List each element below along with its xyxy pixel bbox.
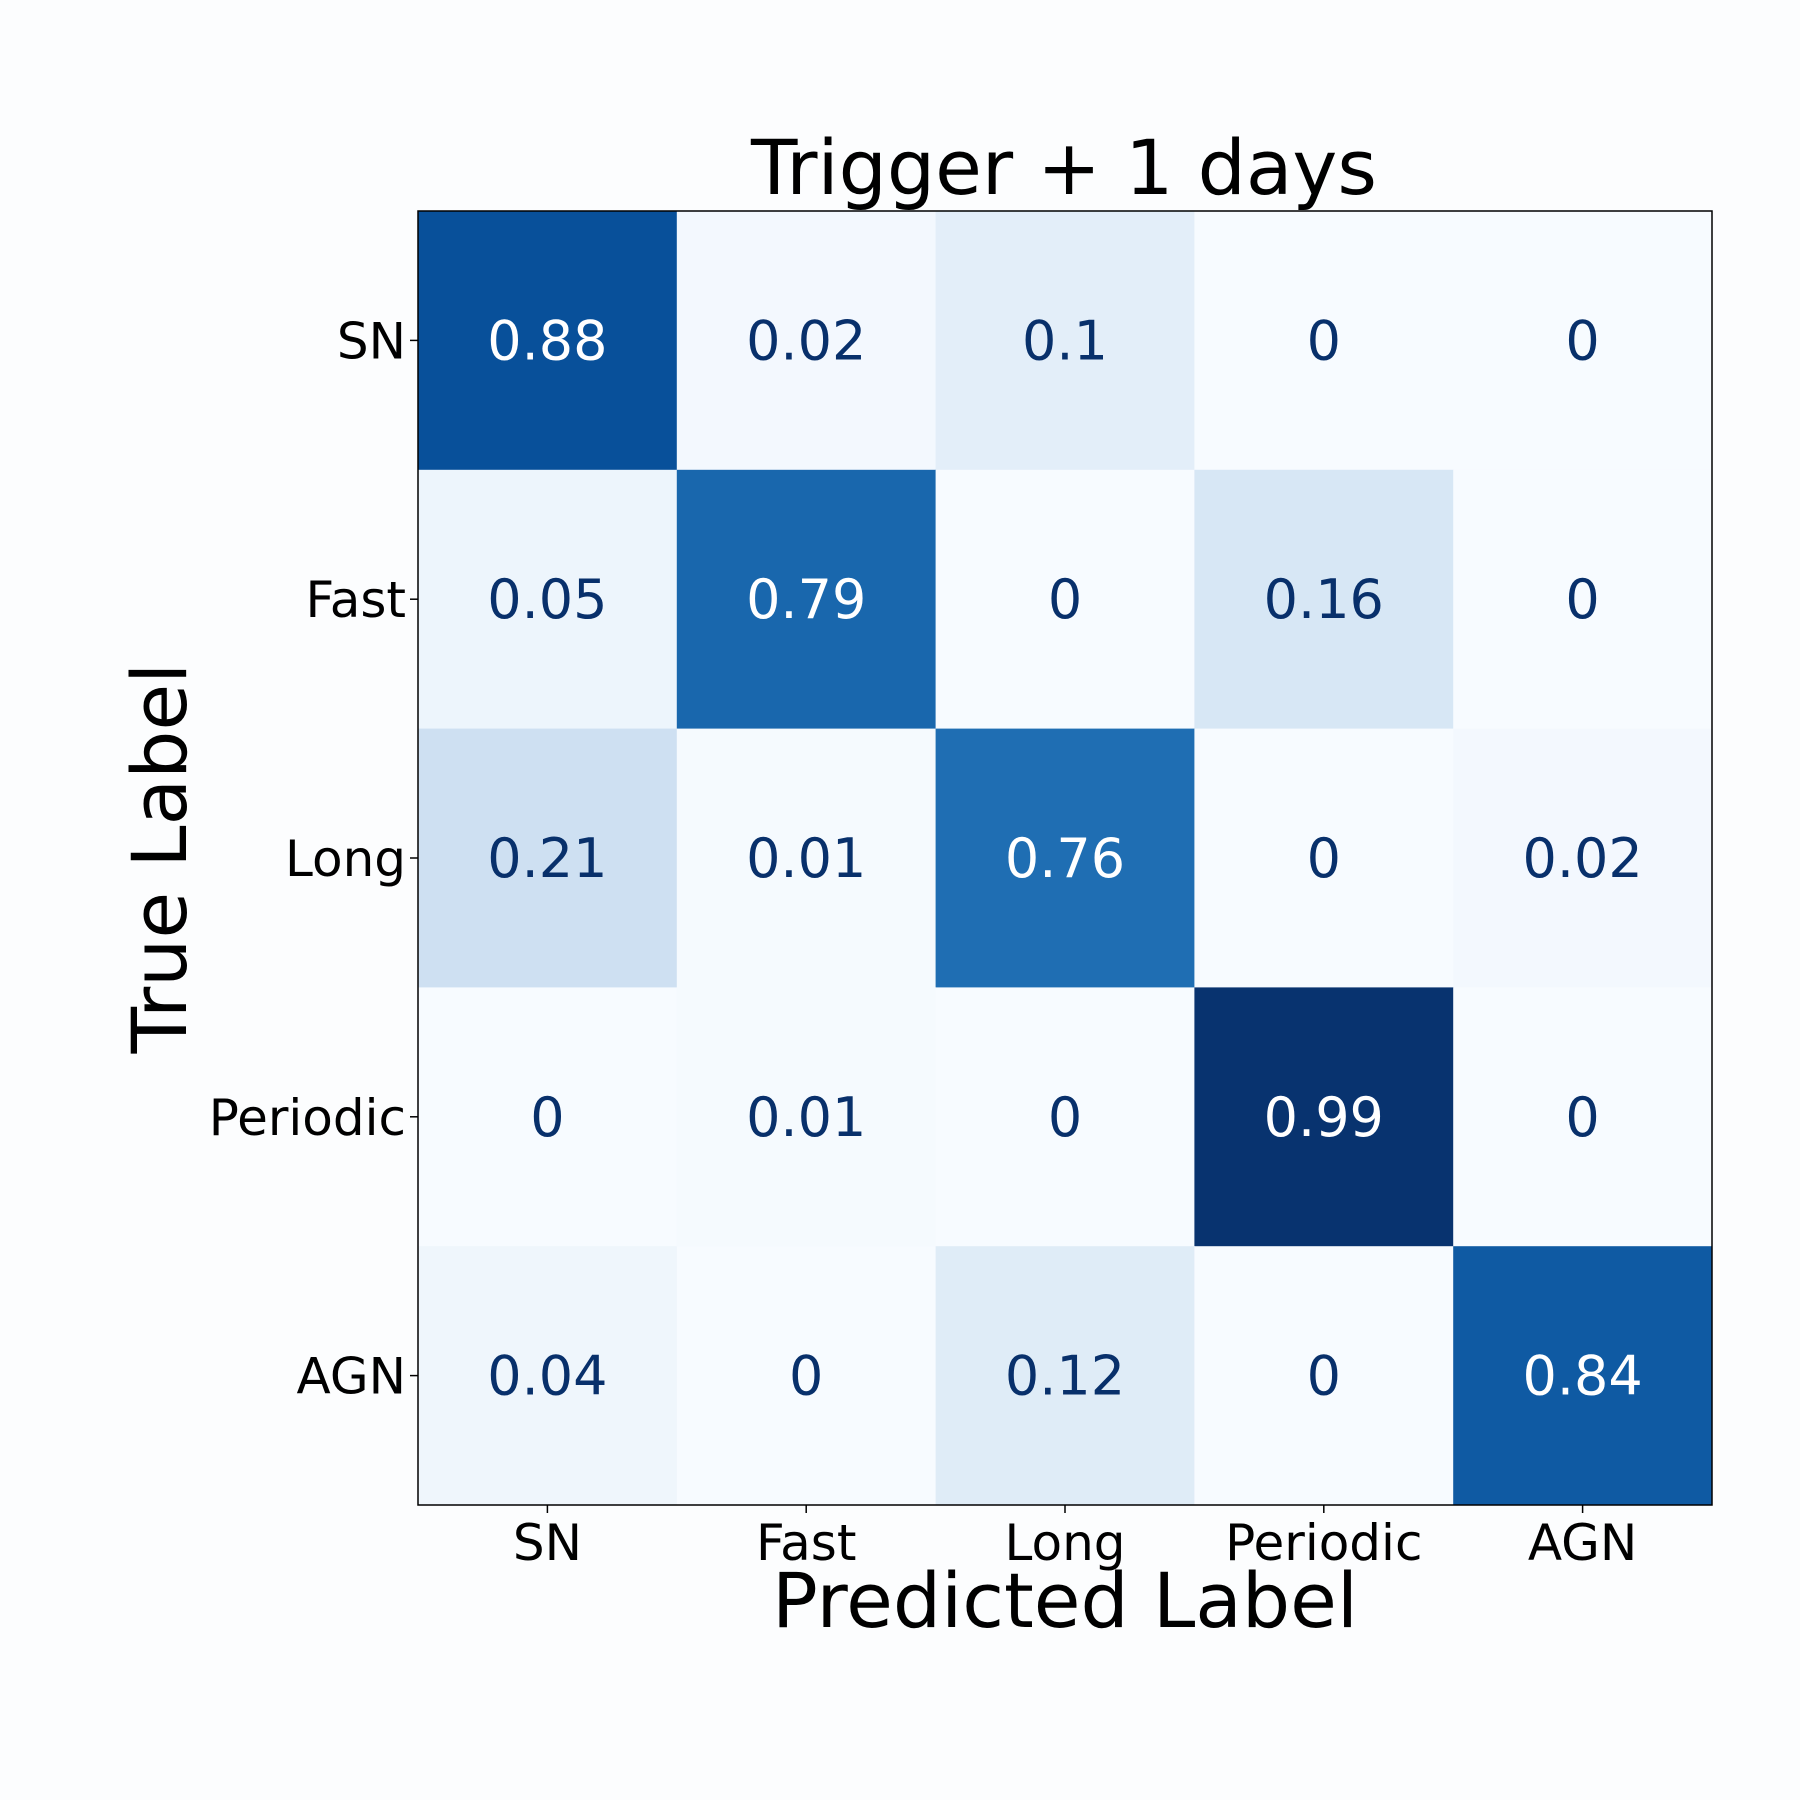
heatmap-cell xyxy=(676,469,937,730)
heatmap-cell xyxy=(1194,1246,1454,1506)
heatmap-cell xyxy=(418,1246,678,1506)
x-tick-label: AGN xyxy=(1528,1514,1637,1572)
heatmap-cell-label: 0 xyxy=(1307,827,1341,890)
heatmap-cell xyxy=(418,469,678,730)
heatmap-cell xyxy=(1453,728,1713,988)
heatmap-cells xyxy=(418,211,1713,1506)
heatmap-cell-label: 0.99 xyxy=(1264,1086,1384,1149)
heatmap-cell xyxy=(1453,987,1713,1247)
heatmap-cell xyxy=(676,728,937,988)
heatmap-cell xyxy=(935,1246,1195,1506)
heatmap-cell-label: 0.76 xyxy=(1005,827,1125,890)
x-axis-ticks: SN Fast Long Periodic AGN xyxy=(513,1505,1637,1572)
x-axis-title: Predicted Label xyxy=(772,1556,1358,1645)
heatmap-cell xyxy=(935,728,1195,988)
heatmap-cell xyxy=(935,211,1195,471)
heatmap-cell-label: 0 xyxy=(1565,309,1599,372)
heatmap-cell-label: 0.84 xyxy=(1522,1345,1642,1408)
heatmap-cell xyxy=(1453,469,1713,730)
x-tick-label: Fast xyxy=(756,1514,856,1572)
heatmap-cell-label: 0 xyxy=(789,1345,823,1408)
heatmap-cell xyxy=(676,211,937,471)
heatmap-cell xyxy=(935,469,1195,730)
heatmap-cell xyxy=(1194,987,1454,1247)
heatmap-cell-labels: 0.88 0.02 0.1 0 0 0.05 0.79 0 0.16 0 0.21 0.01 0.76 0… xyxy=(487,309,1642,1407)
heatmap-cell-label: 0.1 xyxy=(1022,309,1108,372)
heatmap-cell-label: 0 xyxy=(1307,1345,1341,1408)
heatmap-cell-label: 0.12 xyxy=(1005,1345,1125,1408)
heatmap-cell xyxy=(1194,728,1454,988)
y-tick-label: AGN xyxy=(297,1348,406,1406)
heatmap-cell-label: 0 xyxy=(1048,568,1082,631)
heatmap-cell-label: 0.01 xyxy=(746,1086,866,1149)
x-tick-label: Periodic xyxy=(1225,1514,1422,1572)
heatmap-cell-label: 0 xyxy=(1565,1086,1599,1149)
heatmap-cell xyxy=(418,987,678,1247)
heatmap-cell-label: 0.21 xyxy=(487,827,607,890)
y-tick-label: Periodic xyxy=(209,1089,406,1147)
heatmap-cell xyxy=(1194,211,1454,471)
heatmap-cell-label: 0.02 xyxy=(746,309,866,372)
y-tick-label: Fast xyxy=(306,571,406,629)
chart-title: Trigger + 1 days xyxy=(750,123,1377,212)
heatmap-cell-label: 0 xyxy=(1565,568,1599,631)
heatmap-cell-label: 0.88 xyxy=(487,309,607,372)
heatmap-cell-label: 0 xyxy=(530,1086,564,1149)
heatmap-cell xyxy=(418,728,678,988)
heatmap-cell xyxy=(935,987,1195,1247)
heatmap-cell-label: 0 xyxy=(1307,309,1341,372)
y-tick-label: SN xyxy=(337,312,406,370)
heatmap-cell xyxy=(676,1246,937,1506)
heatmap-cell-label: 0 xyxy=(1048,1086,1082,1149)
y-axis-ticks: SN Fast Long Periodic AGN xyxy=(209,312,418,1406)
heatmap-cell-label: 0.02 xyxy=(1522,827,1642,890)
heatmap-cell-label: 0.79 xyxy=(746,568,866,631)
x-tick-label: Long xyxy=(1005,1514,1126,1572)
heatmap-cell-label: 0.05 xyxy=(487,568,607,631)
y-axis-title: True Label xyxy=(115,663,204,1055)
x-tick-label: SN xyxy=(513,1514,582,1572)
y-tick-label: Long xyxy=(285,830,406,888)
heatmap-cell-label: 0.04 xyxy=(487,1345,607,1408)
heatmap-cell-label: 0.16 xyxy=(1264,568,1384,631)
heatmap-cell xyxy=(1453,211,1713,471)
heatmap-cell xyxy=(418,211,678,471)
heatmap-cell-label: 0.01 xyxy=(746,827,866,890)
heatmap-cell xyxy=(1453,1246,1713,1506)
heatmap-cell xyxy=(1194,469,1454,730)
heatmap-cell xyxy=(676,987,937,1247)
